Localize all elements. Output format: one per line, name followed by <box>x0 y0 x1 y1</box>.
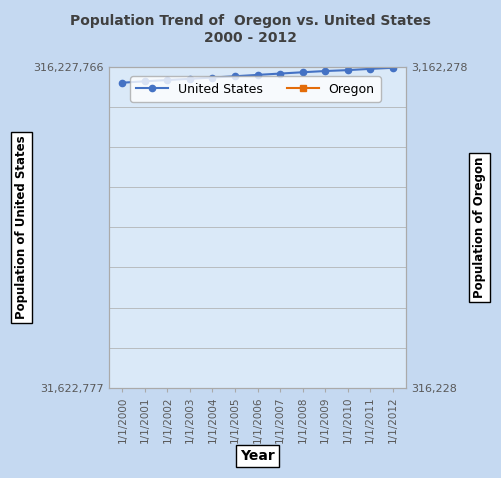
Y-axis label: Population of United States: Population of United States <box>15 135 28 319</box>
Oregon <box>367 36 373 42</box>
Oregon <box>119 53 125 59</box>
Text: Population Trend of  Oregon vs. United States
2000 - 2012: Population Trend of Oregon vs. United St… <box>70 14 431 44</box>
Line: United States: United States <box>119 65 396 86</box>
United States <box>255 72 261 78</box>
X-axis label: Year: Year <box>240 449 275 463</box>
United States <box>142 78 148 84</box>
United States <box>209 75 215 80</box>
Oregon <box>390 35 396 41</box>
Oregon <box>255 49 261 54</box>
Oregon <box>345 37 351 43</box>
Oregon <box>232 50 238 55</box>
Oregon <box>322 45 328 51</box>
United States <box>300 69 306 75</box>
United States <box>164 77 170 83</box>
United States <box>322 68 328 74</box>
Oregon <box>164 52 170 57</box>
Line: Oregon: Oregon <box>119 34 396 59</box>
Oregon <box>187 51 193 56</box>
United States <box>277 71 283 76</box>
United States <box>119 80 125 86</box>
Oregon <box>209 50 215 56</box>
Oregon <box>300 46 306 52</box>
United States <box>390 65 396 71</box>
Legend: United States, Oregon: United States, Oregon <box>130 76 381 102</box>
Oregon <box>277 47 283 53</box>
Y-axis label: Population of Oregon: Population of Oregon <box>473 157 486 298</box>
Oregon <box>142 53 148 58</box>
United States <box>232 74 238 79</box>
United States <box>345 67 351 73</box>
United States <box>367 66 373 72</box>
United States <box>187 76 193 82</box>
